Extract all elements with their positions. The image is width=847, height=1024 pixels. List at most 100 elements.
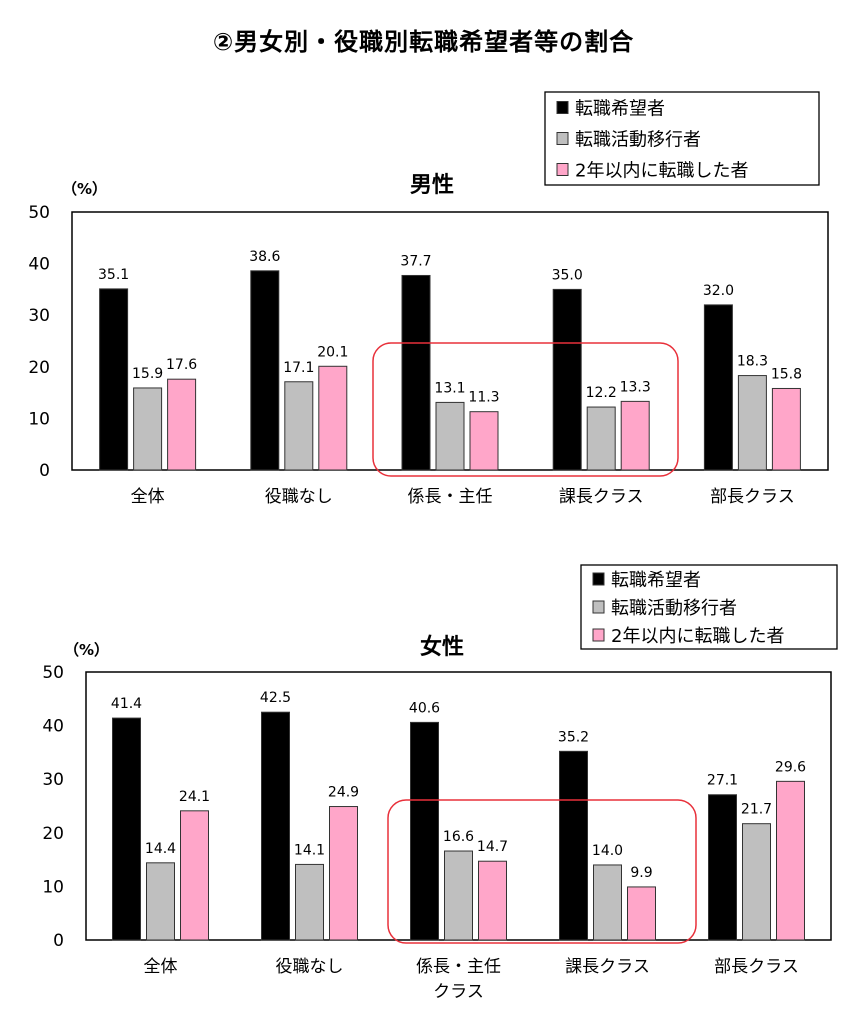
data-label: 9.9 xyxy=(630,865,652,881)
data-label: 29.6 xyxy=(775,759,806,775)
data-label: 24.9 xyxy=(328,785,359,801)
data-label: 13.1 xyxy=(434,380,465,396)
bar xyxy=(112,717,141,941)
x-tick-label: 部長クラス xyxy=(710,487,795,507)
y-tick-label: 0 xyxy=(53,931,64,951)
data-label: 41.4 xyxy=(111,696,142,712)
x-tick-label: 課長クラス xyxy=(559,487,644,507)
bar xyxy=(627,886,656,941)
x-tick-label: 部長クラス xyxy=(714,957,799,977)
bar xyxy=(401,274,431,471)
bar xyxy=(620,400,650,471)
x-tick-label: 係長・主任 xyxy=(408,487,493,507)
y-tick-label: 30 xyxy=(42,770,64,790)
data-label: 13.3 xyxy=(620,379,651,395)
data-label: 11.3 xyxy=(468,390,499,406)
data-label: 17.1 xyxy=(283,360,314,376)
legend-swatch xyxy=(556,132,569,145)
bar xyxy=(133,387,163,471)
legend-swatch xyxy=(556,163,569,176)
bar xyxy=(180,810,209,941)
data-label: 12.2 xyxy=(586,385,617,401)
legend-label: 2年以内に転職した者 xyxy=(575,161,748,182)
highlight-box xyxy=(387,799,697,944)
bar xyxy=(708,794,737,941)
bar xyxy=(146,862,175,941)
y-tick-label: 10 xyxy=(28,409,50,429)
x-tick-label: 係長・主任クラス xyxy=(416,957,501,1002)
data-label: 14.7 xyxy=(477,839,508,855)
data-label: 32.0 xyxy=(703,283,734,299)
y-axis-label: （%） xyxy=(64,641,109,659)
y-tick-label: 40 xyxy=(42,717,64,737)
x-tick-label: 役職なし xyxy=(265,487,333,507)
bar xyxy=(737,375,767,471)
data-label: 20.1 xyxy=(317,344,348,360)
x-tick-label: 役職なし xyxy=(276,957,344,977)
y-tick-label: 30 xyxy=(28,306,50,326)
legend-swatch xyxy=(592,628,605,642)
x-tick-label: 全体 xyxy=(144,957,178,977)
data-label: 42.5 xyxy=(260,690,291,706)
y-tick-label: 20 xyxy=(42,824,64,844)
bar xyxy=(586,406,616,471)
data-label: 40.6 xyxy=(409,700,440,716)
bar xyxy=(250,270,280,471)
legend xyxy=(544,91,820,186)
data-label: 14.1 xyxy=(294,842,325,858)
legend-label: 転職希望者 xyxy=(611,570,701,591)
data-label: 24.1 xyxy=(179,789,210,805)
data-label: 37.7 xyxy=(400,253,431,269)
legend-label: 転職希望者 xyxy=(575,99,665,120)
data-label: 14.0 xyxy=(592,843,623,859)
data-label: 35.2 xyxy=(558,729,589,745)
legend-label: 転職活動移行者 xyxy=(575,130,701,151)
data-label: 35.0 xyxy=(552,267,583,283)
bar xyxy=(329,806,358,941)
data-label: 35.1 xyxy=(98,267,129,283)
y-tick-label: 50 xyxy=(42,663,64,683)
bar xyxy=(318,365,348,471)
highlight-box xyxy=(372,342,679,477)
chart-title: 男性 xyxy=(410,173,454,198)
data-label: 15.9 xyxy=(132,366,163,382)
legend-swatch xyxy=(556,101,569,114)
y-tick-label: 50 xyxy=(28,203,50,223)
bar xyxy=(284,381,314,471)
bar xyxy=(435,401,465,471)
y-axis-label: （%） xyxy=(62,180,107,198)
data-label: 21.7 xyxy=(741,802,772,818)
legend xyxy=(580,564,838,650)
bar xyxy=(552,288,582,471)
data-label: 16.6 xyxy=(443,829,474,845)
bar xyxy=(167,378,197,471)
y-tick-label: 0 xyxy=(39,461,50,481)
y-tick-label: 10 xyxy=(42,877,64,897)
bar xyxy=(742,823,771,941)
data-label: 17.6 xyxy=(166,357,197,373)
data-label: 18.3 xyxy=(737,354,768,370)
x-tick-label: 全体 xyxy=(131,487,165,507)
bar xyxy=(410,721,439,941)
legend-label: 2年以内に転職した者 xyxy=(611,626,784,647)
legend-swatch xyxy=(592,572,605,586)
data-label: 15.8 xyxy=(771,366,802,382)
data-label: 14.4 xyxy=(145,841,176,857)
bar xyxy=(593,864,622,941)
bar xyxy=(295,863,324,941)
page-title: ②男女別・役職別転職希望者等の割合 xyxy=(212,28,635,56)
bar xyxy=(99,288,129,471)
bar xyxy=(559,750,588,941)
y-tick-label: 40 xyxy=(28,255,50,275)
legend-label: 転職活動移行者 xyxy=(611,598,737,619)
bar xyxy=(703,304,733,471)
legend-swatch xyxy=(592,600,605,614)
bar xyxy=(776,780,805,941)
data-label: 38.6 xyxy=(249,249,280,265)
bar xyxy=(771,387,801,471)
bar xyxy=(469,411,499,471)
bar xyxy=(261,711,290,941)
chart-title: 女性 xyxy=(420,634,464,660)
bar xyxy=(478,860,507,941)
